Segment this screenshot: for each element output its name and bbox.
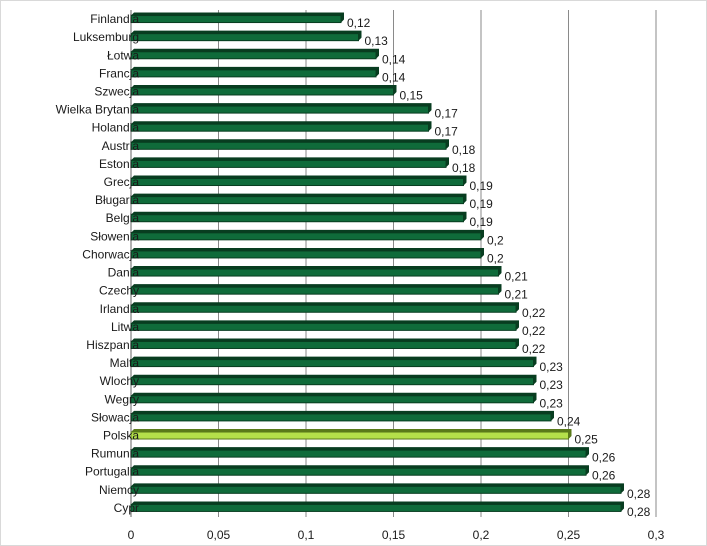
bar: [130, 123, 429, 132]
bar: [130, 359, 534, 368]
category-label: Czechy: [99, 284, 139, 298]
data-label: 0,22: [522, 306, 546, 320]
data-label: 0,12: [347, 16, 371, 30]
category-label: Finlandia: [90, 12, 139, 26]
bar: [130, 413, 552, 422]
bar: [130, 250, 482, 259]
data-label: 0,2: [487, 251, 504, 265]
category-label: Polska: [103, 429, 139, 443]
bar: [130, 503, 622, 512]
data-label: 0,17: [435, 107, 459, 121]
bar: [130, 69, 377, 78]
data-label: 0,17: [435, 125, 459, 139]
category-labels: Finlandia Luksemburg Łotwa Francja Szwecja Wi…: [56, 12, 140, 515]
data-label: 0,18: [452, 161, 476, 175]
category-label: Cypr: [114, 501, 139, 515]
x-tick-label: 0,2: [473, 528, 490, 542]
bar: [130, 377, 534, 386]
category-label: Belgia: [106, 211, 140, 225]
category-label: Dania: [108, 266, 140, 280]
category-label: Luksemburg: [73, 30, 139, 44]
bar: [130, 15, 342, 24]
data-label: 0,26: [592, 451, 616, 465]
bar: [130, 214, 464, 223]
category-label: Słowacja: [91, 410, 139, 424]
category-label: Niemcy: [99, 483, 139, 497]
bar: [130, 105, 429, 114]
data-label: 0,13: [365, 34, 389, 48]
data-label: 0,22: [522, 342, 546, 356]
data-label: 0,24: [557, 414, 581, 428]
category-label: Bługaria: [95, 193, 139, 207]
x-tick-labels: 0 0,05 0,1 0,15 0,2 0,25 0,3: [128, 528, 665, 542]
category-label: Wlochy: [100, 374, 139, 388]
data-label: 0,28: [627, 505, 651, 519]
data-label: 0,28: [627, 487, 651, 501]
data-label: 0,19: [470, 179, 494, 193]
category-label: Łotwa: [107, 48, 139, 62]
bar: [130, 87, 394, 96]
category-label: Szwecja: [94, 84, 139, 98]
data-label: 0,19: [470, 215, 494, 229]
category-label: Austria: [102, 139, 140, 153]
data-label: 0,23: [540, 378, 564, 392]
bar: [130, 159, 447, 168]
data-label: 0,21: [505, 288, 529, 302]
bar: [130, 485, 622, 494]
data-label: 0,23: [540, 360, 564, 374]
category-label: Grecja: [104, 175, 140, 189]
data-label: 0,14: [382, 52, 406, 66]
data-label: 0,25: [575, 433, 599, 447]
category-label: Hiszpania: [86, 338, 139, 352]
data-label: 0,26: [592, 469, 616, 483]
category-label: Holandia: [92, 121, 140, 135]
bars: [130, 12, 624, 512]
category-label: Portugalia: [85, 465, 139, 479]
bar: [130, 449, 587, 458]
data-label: 0,18: [452, 143, 476, 157]
data-label: 0,14: [382, 70, 406, 84]
data-label: 0,19: [470, 197, 494, 211]
bar: [130, 33, 359, 42]
category-label: Wegry: [105, 392, 139, 406]
bar: [130, 431, 569, 440]
category-label: Litwa: [111, 320, 139, 334]
category-label: Chorwacja: [82, 247, 139, 261]
bar: [130, 196, 464, 205]
data-label: 0,2: [487, 233, 504, 247]
bar: [130, 268, 499, 277]
data-label: 0,15: [400, 88, 424, 102]
x-tick-label: 0: [128, 528, 135, 542]
x-tick-label: 0,05: [207, 528, 231, 542]
value-labels: 0,12 0,13 0,14 0,14 0,15 0,17 0,17 0,18 0,18 0,19…: [347, 16, 651, 519]
x-tick-label: 0,1: [298, 528, 315, 542]
category-label: Estonia: [99, 157, 139, 171]
category-label: Rumunia: [91, 447, 139, 461]
x-tick-label: 0,25: [557, 528, 581, 542]
category-label: Irlandia: [100, 302, 140, 316]
bar: [130, 340, 517, 349]
bar: [130, 232, 482, 241]
bar: [130, 467, 587, 476]
category-label: Wielka Brytania: [56, 103, 140, 117]
bar: [130, 395, 534, 404]
category-label: Malta: [110, 356, 140, 370]
bar: [130, 141, 447, 150]
bar: [130, 322, 517, 331]
bar: [130, 51, 377, 60]
category-label: Słowenia: [90, 229, 139, 243]
category-label: Francja: [99, 66, 139, 80]
x-tick-label: 0,15: [382, 528, 406, 542]
data-label: 0,22: [522, 324, 546, 338]
x-tick-label: 0,3: [648, 528, 665, 542]
bar: [130, 304, 517, 313]
data-label: 0,23: [540, 396, 564, 410]
bar: [130, 286, 499, 295]
bar: [130, 178, 464, 187]
data-label: 0,21: [505, 270, 529, 284]
